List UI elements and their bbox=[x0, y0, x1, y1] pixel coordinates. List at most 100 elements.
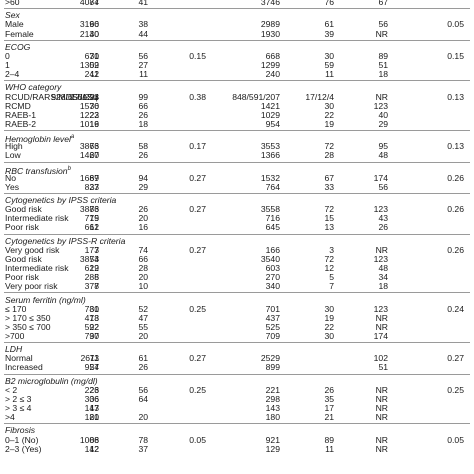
table-cell: 0.27 bbox=[189, 172, 206, 183]
table-cell: 645 bbox=[265, 222, 280, 233]
row-label: ≤ 170 bbox=[5, 303, 27, 314]
table-cell: 123 bbox=[373, 100, 388, 111]
row-label: 0 bbox=[5, 50, 10, 61]
table-cell: 89 bbox=[378, 50, 388, 61]
table-row: Intermediate risk 629 12 28 603 12 48 bbox=[0, 263, 474, 274]
table-cell: 22 bbox=[89, 321, 99, 332]
table-cell: NR bbox=[375, 28, 388, 39]
section-heading-row: Sex bbox=[0, 10, 474, 21]
table-cell: 3866 bbox=[79, 141, 99, 152]
table-cell: 15 bbox=[89, 213, 99, 224]
table-cell: 52 bbox=[138, 303, 148, 314]
table-cell: 88 bbox=[89, 434, 99, 445]
table-cell: 848/591/207 bbox=[232, 91, 280, 102]
row-label: > 2 ≤ 3 bbox=[5, 393, 32, 404]
section-divider bbox=[4, 423, 470, 425]
table-cell: 779 bbox=[84, 213, 99, 224]
row-label: No bbox=[5, 172, 16, 183]
table-cell: 797 bbox=[84, 330, 99, 341]
table-row: ≤ 170 781 30 52 0.25 701 30 123 0.24 bbox=[0, 304, 474, 315]
table-cell: 2529 bbox=[260, 353, 280, 364]
row-label: Low bbox=[5, 150, 21, 161]
table-cell: 223 bbox=[84, 384, 99, 395]
table-cell: 56 bbox=[138, 384, 148, 395]
table-cell: 41 bbox=[138, 0, 148, 7]
table-cell: 954 bbox=[265, 118, 280, 129]
table-row: > 2 ≤ 3 306 36 64 298 35 NR bbox=[0, 394, 474, 405]
table-cell: 288 bbox=[84, 272, 99, 283]
table-cell: 22 bbox=[324, 109, 334, 120]
table-cell: 94 bbox=[138, 172, 148, 183]
table-cell: NR bbox=[375, 434, 388, 445]
table-cell: 43 bbox=[378, 213, 388, 224]
row-label: Intermediate risk bbox=[5, 213, 69, 224]
table-row: RCMD 1576 30 66 1421 30 123 bbox=[0, 101, 474, 112]
table-cell: 55 bbox=[138, 321, 148, 332]
table-cell: 7 bbox=[94, 281, 99, 292]
table-cell: 0.27 bbox=[447, 353, 464, 364]
table-cell: 11 bbox=[325, 69, 334, 80]
table-cell: 33 bbox=[324, 181, 334, 192]
table-cell: 72 bbox=[324, 204, 334, 215]
section-divider bbox=[4, 292, 470, 294]
table-cell: 18 bbox=[138, 118, 148, 129]
table-cell: 180 bbox=[265, 412, 280, 423]
table-cell: 27 bbox=[138, 60, 148, 70]
table-cell: 47 bbox=[138, 312, 148, 323]
row-label: 1 bbox=[5, 60, 10, 70]
table-cell: 0.26 bbox=[447, 204, 464, 215]
table-cell: 56 bbox=[378, 181, 388, 192]
table-cell: 20 bbox=[138, 213, 148, 224]
table-cell: 12 bbox=[89, 443, 99, 454]
table-cell: 0.26 bbox=[447, 172, 464, 183]
table-row: >4 180 21 20 180 21 NR bbox=[0, 412, 474, 423]
section-divider bbox=[4, 8, 470, 10]
section-heading-row: RBC transfusionb bbox=[0, 164, 474, 175]
table-cell: 20 bbox=[138, 412, 148, 423]
table-cell: 56 bbox=[138, 50, 148, 61]
table-cell: 177 bbox=[84, 244, 99, 255]
section-heading-row: B2 microglobulin (mg/dl) bbox=[0, 376, 474, 387]
table-row: 1 1302 59 27 1299 59 51 bbox=[0, 60, 474, 71]
table-cell: 58 bbox=[138, 141, 148, 152]
table-cell: 3540 bbox=[260, 253, 280, 264]
table-cell: 525 bbox=[265, 321, 280, 332]
table-cell: 180 bbox=[84, 412, 99, 423]
table-cell: 44 bbox=[138, 28, 148, 39]
table-cell: 629 bbox=[84, 263, 99, 273]
table-cell: 240 bbox=[265, 69, 280, 80]
table-row: RAEB-1 1223 22 26 1029 22 40 bbox=[0, 110, 474, 121]
section-heading-row: WHO category bbox=[0, 82, 474, 93]
table-cell: 21 bbox=[89, 412, 99, 423]
table-cell: 0.15 bbox=[189, 50, 206, 61]
row-label: 0–1 (No) bbox=[5, 434, 39, 445]
table-cell: 67 bbox=[378, 0, 388, 7]
table-cell: 306 bbox=[84, 393, 99, 404]
table-cell: 3196 bbox=[79, 19, 99, 30]
row-label: Yes bbox=[5, 181, 20, 192]
table-cell: 22 bbox=[324, 321, 334, 332]
table-cell: 26 bbox=[89, 384, 99, 395]
table-cell: 17 bbox=[89, 403, 99, 413]
table-row: 0–1 (No) 1006 88 78 0.05 921 89 NR 0.05 bbox=[0, 435, 474, 446]
table-cell: 30 bbox=[324, 50, 334, 61]
table-cell: 19 bbox=[324, 118, 334, 129]
table-cell: 954 bbox=[84, 362, 99, 373]
table-cell: 19 bbox=[324, 312, 334, 323]
table-cell: 1532 bbox=[260, 172, 280, 183]
section-divider bbox=[4, 373, 470, 375]
row-label: High bbox=[5, 141, 23, 152]
table-cell: 603 bbox=[265, 263, 280, 273]
table-cell: 28 bbox=[324, 150, 334, 161]
table-cell: 1299 bbox=[260, 60, 280, 70]
table-row: >700 797 30 20 709 30 174 bbox=[0, 331, 474, 342]
table-cell: 16 bbox=[138, 222, 148, 233]
table-cell: 3746 bbox=[260, 0, 280, 7]
table-cell: 378 bbox=[84, 281, 99, 292]
table-cell: 1302 bbox=[79, 60, 99, 70]
table-cell: 123 bbox=[373, 253, 388, 264]
table-row: RAEB-2 1016 19 18 954 19 29 bbox=[0, 119, 474, 130]
table-cell: 72 bbox=[324, 141, 334, 152]
table-cell: 13 bbox=[324, 222, 334, 233]
table-cell: 5 bbox=[329, 272, 334, 283]
